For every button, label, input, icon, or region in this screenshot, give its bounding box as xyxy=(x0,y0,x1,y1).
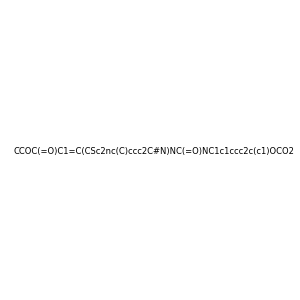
Text: CCOC(=O)C1=C(CSc2nc(C)ccc2C#N)NC(=O)NC1c1ccc2c(c1)OCO2: CCOC(=O)C1=C(CSc2nc(C)ccc2C#N)NC(=O)NC1c… xyxy=(13,147,294,156)
